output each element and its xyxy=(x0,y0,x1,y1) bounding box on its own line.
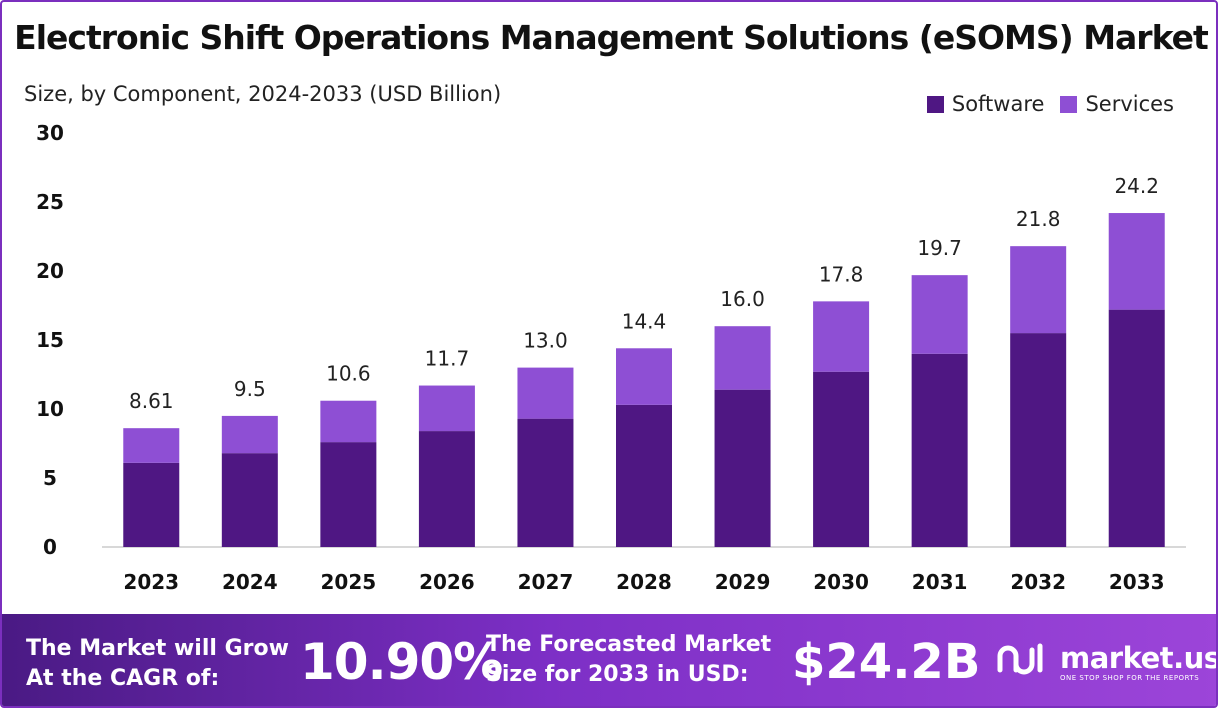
x-tick-label: 2023 xyxy=(123,570,179,594)
bar-services-2029 xyxy=(714,326,771,390)
bar-services-2028 xyxy=(616,348,672,405)
bar-services-2023 xyxy=(123,428,180,463)
y-tick-label: 30 xyxy=(36,121,64,145)
market-us-logo-icon xyxy=(997,643,1043,675)
bar-total-label: 11.7 xyxy=(425,347,470,371)
legend-label-services: Services xyxy=(1085,92,1174,116)
y-tick-label: 25 xyxy=(36,190,64,214)
bar-services-2024 xyxy=(221,415,278,454)
bar-total-label: 17.8 xyxy=(819,262,864,286)
bar-services-2032 xyxy=(1010,246,1067,334)
bar-software-2025 xyxy=(320,442,377,547)
y-tick-label: 5 xyxy=(43,466,57,490)
bar-total-label: 9.5 xyxy=(234,377,266,401)
bar-total-label: 19.7 xyxy=(917,236,962,260)
x-tick-label: 2027 xyxy=(518,570,574,594)
bar-services-2030 xyxy=(813,301,870,372)
bar-software-2024 xyxy=(221,453,278,547)
forecast-size-value: $24.2B xyxy=(792,634,981,690)
bar-total-label: 16.0 xyxy=(720,287,765,311)
x-tick-label: 2029 xyxy=(715,570,771,594)
x-tick-label: 2025 xyxy=(321,570,377,594)
y-tick-label: 0 xyxy=(43,535,57,559)
bar-total-label: 14.4 xyxy=(622,309,667,333)
chart-subtitle: Size, by Component, 2024-2033 (USD Billi… xyxy=(24,82,502,106)
bar-software-2032 xyxy=(1010,333,1067,547)
bar-total-label: 24.2 xyxy=(1114,174,1159,198)
bar-total-label: 13.0 xyxy=(523,329,568,353)
brand-logo[interactable]: market.us xyxy=(996,640,1218,676)
bar-total-label: 21.8 xyxy=(1016,207,1061,231)
cagr-label: The Market will Grow At the CAGR of: xyxy=(26,636,289,691)
bar-services-2027 xyxy=(517,367,574,419)
brand-tagline: ONE STOP SHOP FOR THE REPORTS xyxy=(1060,674,1200,682)
bar-services-2033 xyxy=(1108,213,1165,310)
bar-software-2026 xyxy=(418,431,475,547)
bar-software-2030 xyxy=(813,371,870,547)
x-tick-label: 2028 xyxy=(616,570,672,594)
bar-total-label: 10.6 xyxy=(326,362,371,386)
bar-services-2026 xyxy=(418,385,475,432)
bar-total-label: 8.61 xyxy=(129,389,174,413)
chart-legend: Software Services xyxy=(926,92,1174,116)
footer-banner: The Market will Grow At the CAGR of: 10.… xyxy=(2,614,1218,706)
y-tick-label: 20 xyxy=(36,259,64,283)
forecast-size-label: The Forecasted Market Size for 2033 in U… xyxy=(486,632,772,687)
bar-services-2031 xyxy=(911,275,968,354)
bar-software-2028 xyxy=(616,404,672,547)
bar-software-2031 xyxy=(911,353,968,547)
x-tick-label: 2033 xyxy=(1109,570,1165,594)
legend-swatch-software xyxy=(926,95,944,113)
bar-chart-plot: 0510152025308.6120239.5202410.6202511.72… xyxy=(36,121,1186,594)
legend-swatch-services xyxy=(1060,95,1078,113)
legend-item-software: Software xyxy=(926,92,1045,116)
x-tick-label: 2024 xyxy=(222,570,278,594)
bar-software-2023 xyxy=(123,462,180,547)
legend-item-services: Services xyxy=(1060,92,1174,116)
x-tick-label: 2030 xyxy=(813,570,869,594)
chart-title: Electronic Shift Operations Management S… xyxy=(14,18,1209,57)
bar-software-2029 xyxy=(714,389,771,547)
bar-software-2027 xyxy=(517,418,574,547)
bar-services-2025 xyxy=(320,400,377,443)
brand-name: market.us xyxy=(1060,641,1218,675)
bar-software-2033 xyxy=(1108,309,1165,547)
cagr-value: 10.90% xyxy=(300,633,503,691)
x-tick-label: 2032 xyxy=(1010,570,1066,594)
y-tick-label: 10 xyxy=(36,397,64,421)
x-tick-label: 2031 xyxy=(912,570,968,594)
legend-label-software: Software xyxy=(951,92,1045,116)
y-tick-label: 15 xyxy=(36,328,64,352)
x-tick-label: 2026 xyxy=(419,570,475,594)
